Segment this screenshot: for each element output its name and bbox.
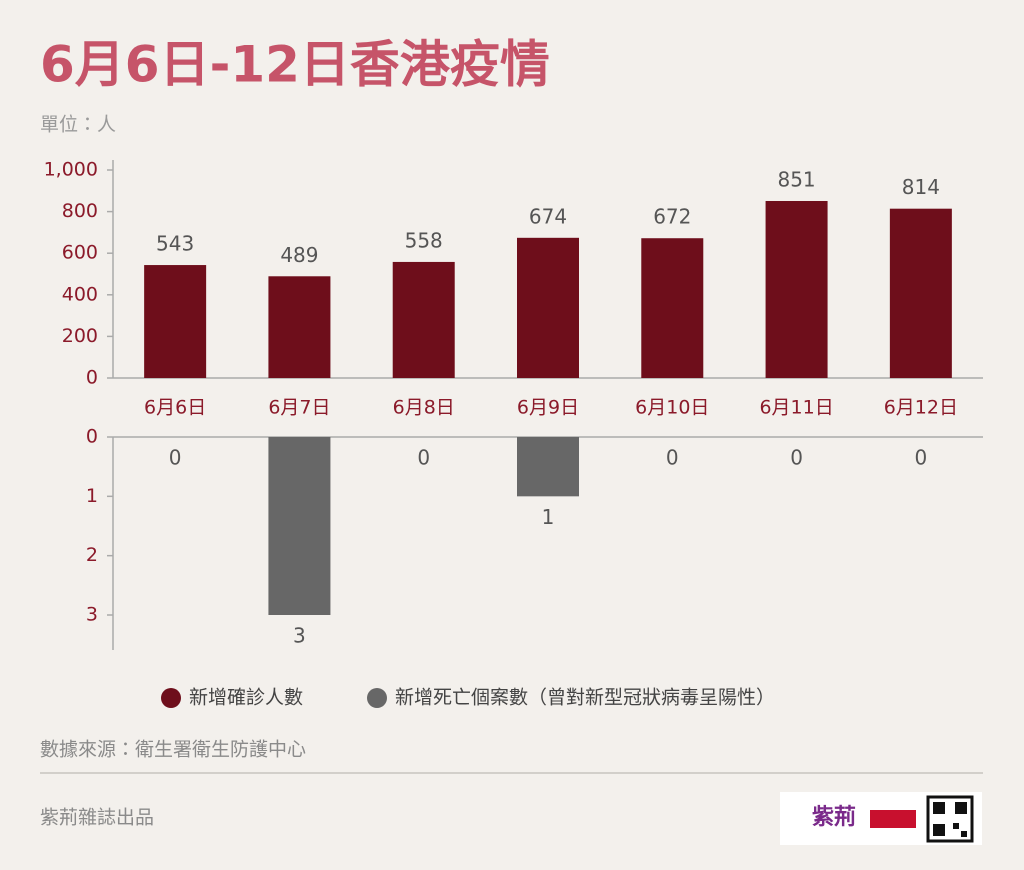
unit-label: 單位：人 [40,114,116,136]
y-tick-label: 0 [86,367,98,389]
chart-title: 6月6日-12日香港疫情 [40,36,550,94]
x-tick-label: 6月8日 [393,397,455,419]
value-label: 814 [902,175,940,199]
logo: 紫荊 [780,792,982,845]
x-tick-label: 6月12日 [884,397,958,419]
bar [641,238,704,378]
bar [765,200,828,378]
y-tick-label: 2 [86,544,98,566]
qr-block [955,802,967,814]
value-label: 0 [169,446,182,470]
value-label: 672 [653,205,691,229]
value-label: 0 [417,446,430,470]
y-tick-label: 3 [86,604,98,626]
value-label: 0 [666,446,679,470]
y-tick-label: 800 [62,200,98,222]
x-tick-label: 6月9日 [517,397,579,419]
qr-block [933,824,945,836]
value-label: 0 [914,446,927,470]
y-tick-label: 400 [62,283,98,305]
value-label: 558 [405,228,443,252]
x-tick-label: 6月7日 [268,397,330,419]
value-label: 0 [790,446,803,470]
bar [268,276,331,378]
source: 數據來源：衛生署衛生防護中心 [40,739,306,761]
bar [517,237,579,378]
value-label: 851 [777,167,815,191]
qr-block [953,823,959,829]
bar [268,437,331,615]
x-tick-label: 6月10日 [635,397,709,419]
credit: 紫荊雜誌出品 [40,807,154,829]
legend-label: 新增死亡個案數（曾對新型冠狀病毒呈陽性） [395,687,775,709]
legend-label: 新增確診人數 [189,687,303,709]
x-tick-label: 6月11日 [759,397,833,419]
y-tick-label: 600 [62,242,98,264]
y-tick-label: 1,000 [44,159,98,181]
bar [144,265,207,378]
legend-marker [367,688,387,708]
y-tick-label: 1 [86,485,98,507]
value-label: 543 [156,232,194,256]
value-label: 3 [293,624,306,648]
logo-badge [870,810,916,828]
value-label: 1 [542,505,555,529]
bar [889,208,952,378]
y-tick-label: 200 [62,325,98,347]
x-tick-label: 6月6日 [144,397,206,419]
qr-block [933,802,945,814]
y-tick-label: 0 [86,426,98,448]
logo-text: 紫荊 [812,804,856,830]
value-label: 489 [280,243,318,267]
bar [392,261,455,378]
bar [517,437,579,497]
legend-marker [161,688,181,708]
value-label: 674 [529,204,567,228]
qr-block [961,831,967,837]
